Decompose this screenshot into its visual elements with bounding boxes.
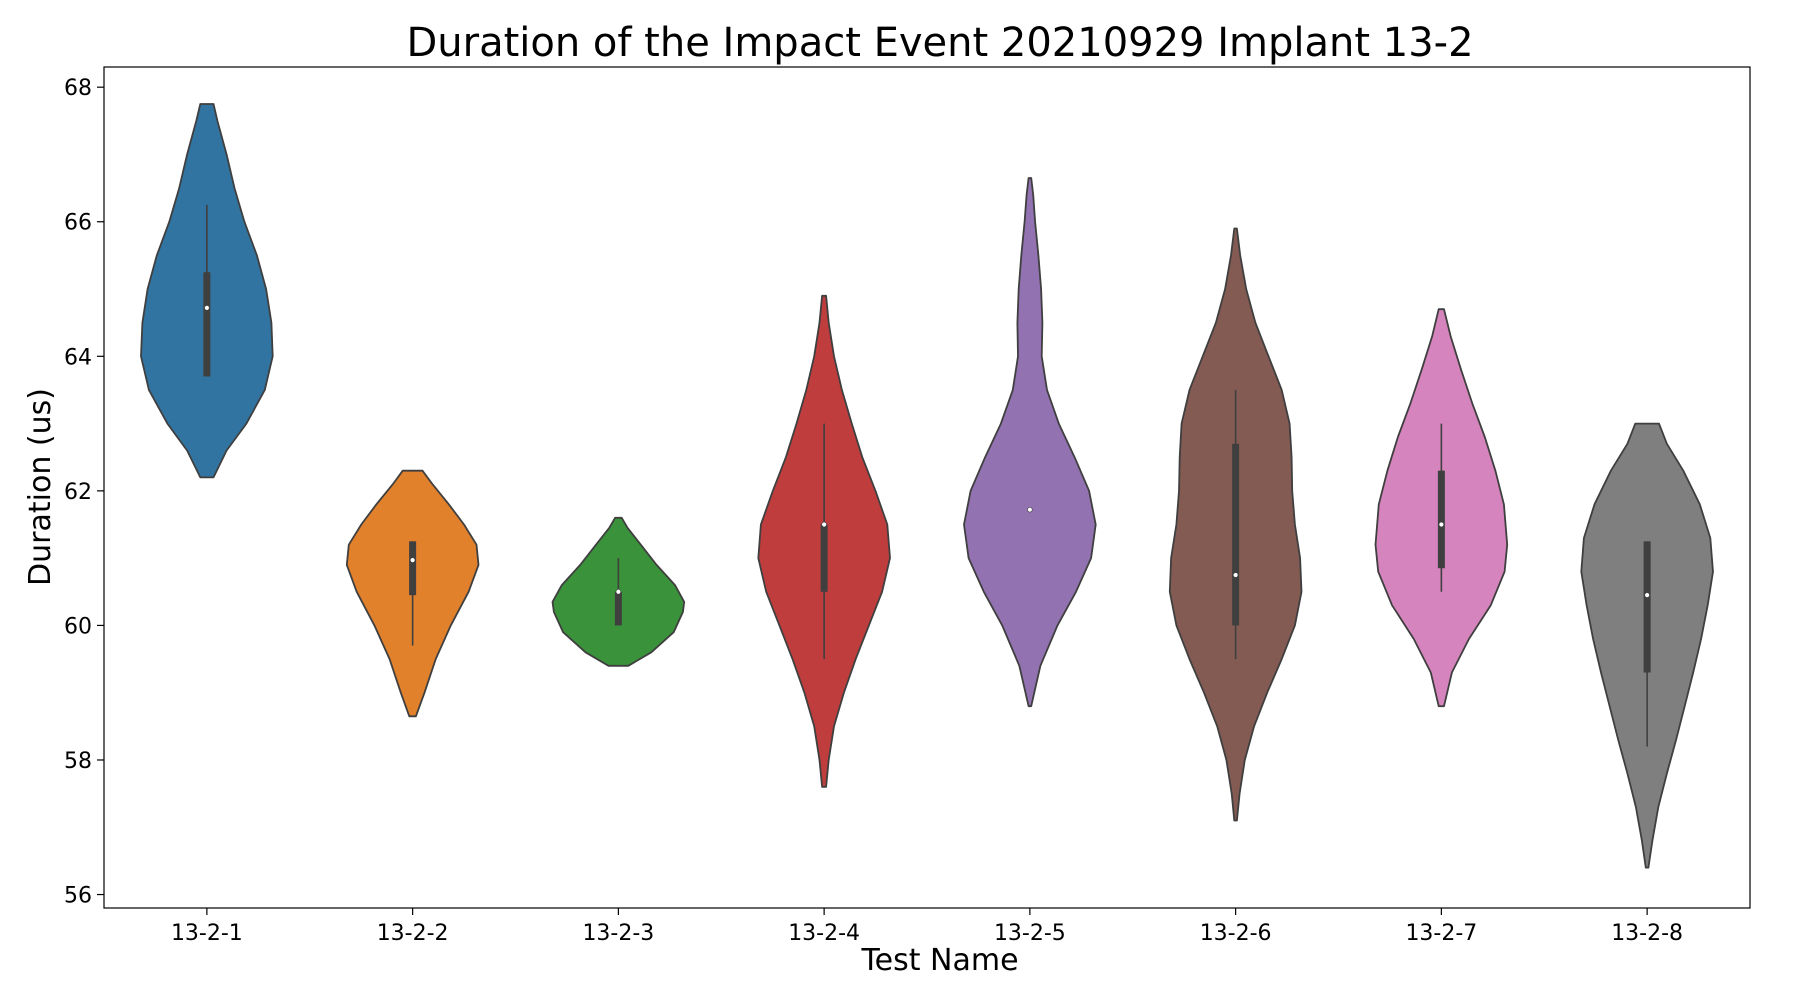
- x-tick-label: 13-2-8: [1611, 921, 1683, 946]
- x-tick-label: 13-2-3: [582, 921, 654, 946]
- x-tick-label: 13-2-1: [171, 921, 243, 946]
- violin-iqr-box: [203, 272, 211, 377]
- y-tick-label: 66: [64, 211, 92, 236]
- x-tick-label: 13-2-5: [994, 921, 1066, 946]
- violin-median: [1232, 572, 1239, 578]
- y-tick-label: 68: [64, 76, 92, 101]
- violin-iqr-box: [1643, 541, 1651, 673]
- y-tick-label: 58: [64, 749, 92, 774]
- violin-13-2-5: [963, 177, 1097, 708]
- y-axis-label: Duration (us): [23, 388, 58, 586]
- violin-median: [1644, 592, 1650, 598]
- x-tick-label: 13-2-7: [1405, 921, 1477, 946]
- violin-median: [821, 521, 827, 528]
- y-tick-label: 64: [64, 345, 92, 370]
- violin-13-2-4: [757, 294, 891, 788]
- violin-13-2-6: [1168, 227, 1303, 822]
- violin-13-2-1: [140, 103, 274, 479]
- violin-13-2-2: [345, 469, 480, 718]
- violin-median: [204, 305, 210, 311]
- x-tick-label: 13-2-4: [788, 921, 860, 946]
- violin-13-2-3: [551, 516, 686, 667]
- y-axis: 56 58 60 62 64 66 68: [64, 76, 104, 909]
- violin-13-2-8: [1580, 422, 1714, 869]
- violin-iqr-box: [1232, 443, 1240, 626]
- violin-median: [1027, 507, 1033, 513]
- y-tick-label: 56: [64, 884, 92, 909]
- violin-iqr-box: [820, 524, 828, 592]
- violin-median: [615, 589, 622, 595]
- x-tick-label: 13-2-6: [1200, 921, 1272, 946]
- violin-iqr-box: [409, 541, 417, 596]
- chart-title: Duration of the Impact Event 20210929 Im…: [406, 20, 1473, 66]
- x-tick-label: 13-2-2: [377, 921, 449, 946]
- violin-iqr-box: [1437, 470, 1445, 569]
- violin-13-2-7: [1374, 308, 1509, 708]
- y-tick-label: 60: [64, 614, 92, 639]
- plot-frame: [103, 66, 1751, 909]
- x-axis: 13-2-1 13-2-2 13-2-3 13-2-4 13-2-5 13-2-6 13-2…: [171, 908, 1683, 946]
- violin-median: [1438, 521, 1445, 528]
- x-axis-label: Test Name: [860, 943, 1018, 978]
- violin-iqr-box: [614, 591, 622, 626]
- violin-body: [963, 177, 1097, 708]
- violins: [140, 103, 1714, 869]
- violin-median: [409, 557, 416, 563]
- y-tick-label: 62: [64, 480, 92, 505]
